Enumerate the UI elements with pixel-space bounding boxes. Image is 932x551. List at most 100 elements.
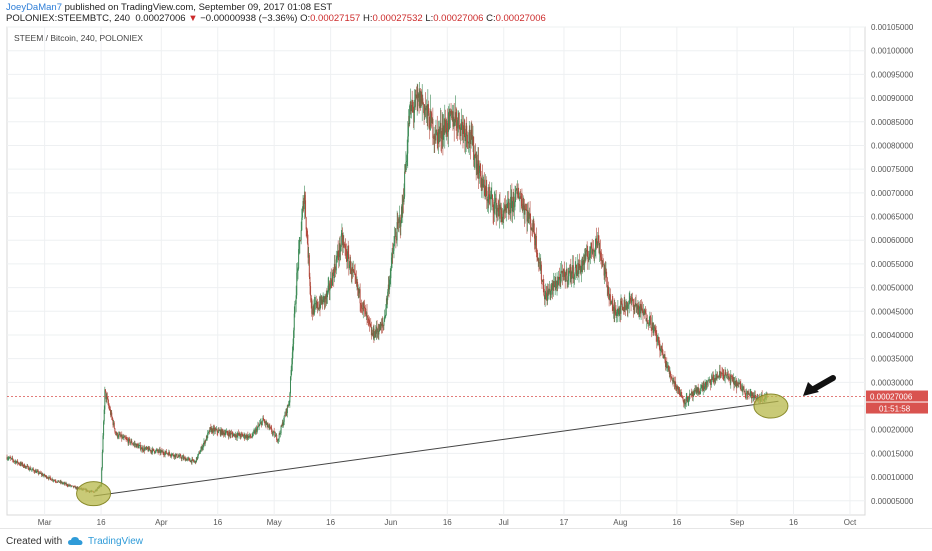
- candle-body: [232, 434, 234, 437]
- candle-body: [298, 249, 300, 269]
- candle-body: [76, 487, 78, 489]
- candle-body: [271, 428, 273, 433]
- candle-body: [607, 286, 609, 288]
- candle-body: [661, 346, 663, 349]
- candle-body: [535, 235, 537, 253]
- candle-body: [416, 95, 418, 99]
- candle-body: [40, 473, 42, 474]
- candle-body: [569, 267, 571, 273]
- candle-body: [520, 196, 522, 197]
- candle-body: [387, 284, 389, 292]
- candle-body: [289, 393, 291, 403]
- price-tick-label: 0.00075000: [871, 165, 914, 174]
- candle-body: [390, 257, 392, 269]
- candle-body: [691, 392, 693, 395]
- candle-body: [347, 251, 349, 255]
- candle-body: [644, 310, 646, 315]
- countdown-tag: [866, 402, 928, 414]
- candle-body: [141, 447, 143, 450]
- candle-body: [354, 272, 356, 275]
- price-tick-label: 0.00020000: [871, 426, 914, 435]
- candle-body: [390, 268, 392, 279]
- highlight-circles: [76, 393, 789, 507]
- trendline[interactable]: [93, 400, 779, 497]
- candle-body: [258, 425, 260, 427]
- candle-body: [740, 389, 742, 390]
- author-link[interactable]: JoeyDaMan7: [6, 2, 62, 13]
- candle-body: [26, 465, 28, 467]
- candle-body: [732, 376, 734, 382]
- candle-body: [431, 118, 433, 124]
- time-tick-label: May: [267, 518, 282, 527]
- candle-body: [363, 302, 365, 307]
- time-axis[interactable]: Mar 16 Apr 16 May 16 Jun 16 Jul 17 Aug 16 Sep 16 Oct: [38, 518, 857, 527]
- candle-body: [571, 271, 573, 274]
- candle-body: [187, 458, 189, 459]
- candle-body: [189, 460, 191, 462]
- candle-body: [419, 90, 421, 108]
- candle-body: [646, 320, 648, 322]
- candle-body: [506, 207, 508, 209]
- candle-body: [696, 388, 698, 393]
- candle-body: [103, 421, 105, 436]
- candle-body: [744, 391, 746, 394]
- price-tick-label: 0.00045000: [871, 307, 914, 316]
- candle-body: [508, 210, 510, 211]
- candle-body: [548, 290, 550, 294]
- candle-body: [563, 269, 565, 272]
- candle-body: [239, 433, 241, 436]
- price-axis[interactable]: 0.00105000 0.00100000 0.00095000 0.00090000…: [871, 23, 914, 506]
- candle-body: [398, 218, 400, 223]
- candle-body: [532, 220, 534, 232]
- candle-body: [474, 153, 476, 159]
- candle-body: [735, 380, 737, 384]
- candle-body: [210, 427, 212, 433]
- candle-body: [459, 127, 461, 137]
- candle-body: [605, 271, 607, 274]
- candle-body: [224, 433, 226, 436]
- candle-body: [229, 433, 231, 435]
- candle-body: [130, 442, 132, 444]
- candle-body: [650, 315, 651, 318]
- candle-body: [614, 308, 616, 314]
- candle-body: [211, 428, 213, 433]
- candle-body: [412, 105, 414, 108]
- candle-body: [182, 456, 184, 459]
- candle-body: [743, 386, 745, 393]
- plot-area[interactable]: [6, 26, 866, 516]
- candle-body: [178, 455, 180, 457]
- candle-body: [138, 445, 140, 447]
- time-tick-label: 17: [559, 518, 568, 527]
- candle-body: [286, 405, 288, 414]
- candle-body: [365, 308, 367, 317]
- candle-body: [581, 266, 583, 272]
- price-chart[interactable]: STEEM / Bitcoin, 240, POLONIEX 0.0010500…: [0, 0, 932, 528]
- candle-body: [451, 111, 453, 119]
- candle-body: [666, 363, 668, 369]
- candle-body: [418, 93, 420, 107]
- candle-body: [462, 125, 464, 134]
- tradingview-brand-link[interactable]: TradingView: [88, 536, 144, 547]
- candle-body: [394, 236, 396, 237]
- candle-body: [631, 297, 633, 300]
- candle-body: [653, 327, 655, 328]
- candle-body: [372, 333, 374, 336]
- candle-body: [312, 306, 314, 315]
- price-tick-label: 0.00055000: [871, 260, 914, 269]
- candle-body: [531, 227, 533, 231]
- candle-body: [77, 487, 79, 488]
- candle-body: [688, 400, 690, 401]
- candle-body: [572, 265, 574, 279]
- candle-body: [323, 296, 325, 303]
- candle-body: [749, 394, 751, 395]
- candle-body: [235, 434, 237, 437]
- candle-body: [380, 323, 382, 326]
- candle-body: [444, 119, 446, 133]
- time-tick-label: Oct: [844, 518, 857, 527]
- candle-body: [513, 196, 515, 208]
- candle-body: [317, 308, 319, 309]
- candle-body: [554, 281, 556, 286]
- candle-body: [408, 123, 410, 124]
- candle-body: [420, 91, 422, 108]
- candle-body: [22, 463, 24, 466]
